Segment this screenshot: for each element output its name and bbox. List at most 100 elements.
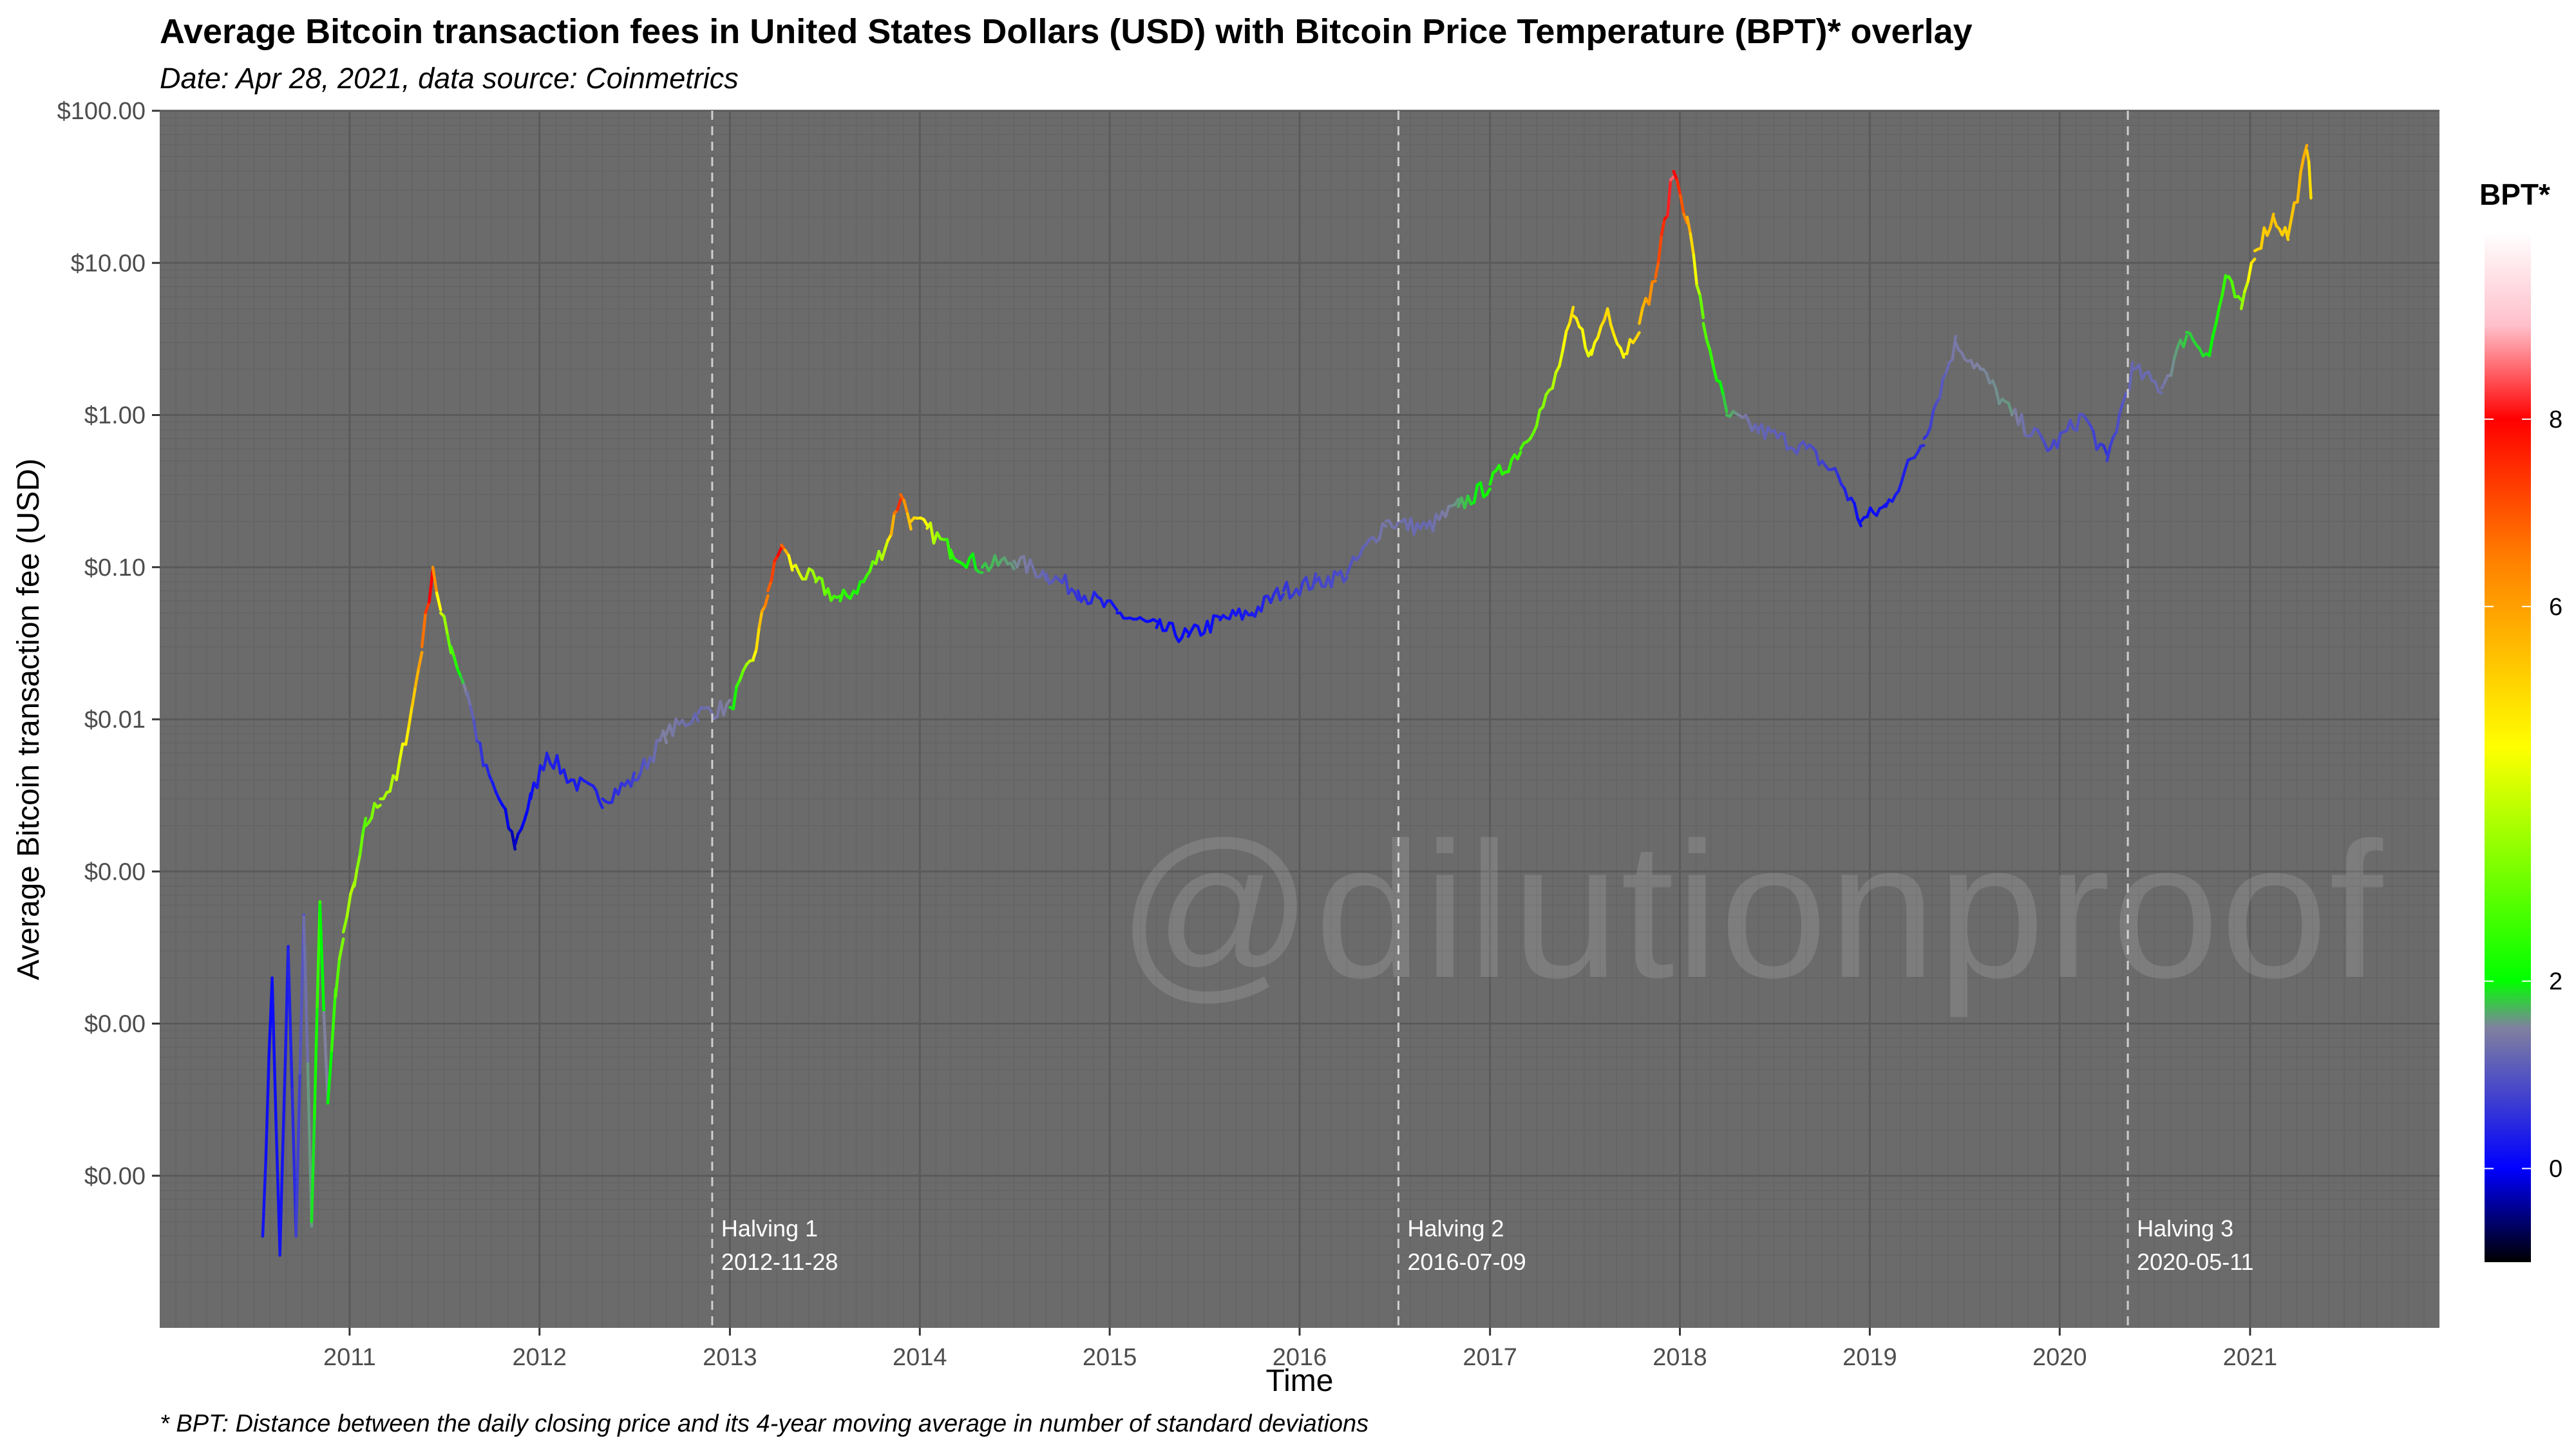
x-axis-title: Time xyxy=(1266,1364,1334,1398)
fee-line-segment xyxy=(1856,516,1862,527)
fee-line-segment xyxy=(2118,401,2125,415)
fee-line-segment xyxy=(1695,284,1702,298)
fee-line-segment xyxy=(355,853,362,870)
fee-line-segment xyxy=(345,892,352,918)
fee-line-segment xyxy=(510,830,517,851)
fee-line-segment xyxy=(435,591,442,612)
fee-line-segment xyxy=(446,634,453,655)
fee-line-segment xyxy=(1551,371,1558,390)
fee-line-segment xyxy=(1782,432,1789,451)
fee-line-segment xyxy=(1944,361,1951,375)
fee-line-segment xyxy=(770,559,777,583)
fee-line-segment xyxy=(1311,572,1318,590)
fee-line-segment xyxy=(2296,171,2302,204)
fee-line-segment xyxy=(2272,215,2278,228)
fee-line-segment xyxy=(826,587,833,602)
fee-line-segment xyxy=(1718,380,1725,397)
y-tick-label: $0.10 xyxy=(84,554,146,582)
fee-line-segment xyxy=(1073,591,1080,601)
fee-line-segment xyxy=(555,753,562,775)
fee-line-segment xyxy=(2115,411,2121,433)
fee-line-segment xyxy=(868,560,875,573)
fee-line-segment xyxy=(1488,471,1495,486)
x-tick-label: 2020 xyxy=(2032,1344,2087,1371)
fee-line-segment xyxy=(629,771,636,788)
fee-line-segment xyxy=(469,705,475,721)
legend-break-label: 2 xyxy=(2549,969,2562,996)
fee-line-segment xyxy=(520,818,526,831)
fee-line-segment xyxy=(485,764,491,778)
fee-line-segment xyxy=(388,774,395,793)
fee-line-segment xyxy=(504,808,510,830)
fee-line-segment xyxy=(281,1054,287,1155)
fee-line-segment xyxy=(1158,618,1164,632)
fee-line-segment xyxy=(1580,328,1587,349)
fee-line-segment xyxy=(594,788,601,803)
y-tick-label: $0.01 xyxy=(84,706,146,733)
fee-line-segment xyxy=(420,611,428,648)
fee-line-segment xyxy=(1063,573,1070,595)
fee-line-segment xyxy=(1479,481,1486,498)
fee-line-segment xyxy=(2302,144,2309,159)
fee-line-segment xyxy=(1507,459,1513,473)
fee-line-segment xyxy=(1535,408,1542,428)
fee-line-segment xyxy=(1045,572,1051,585)
fee-line-segment xyxy=(1269,592,1276,604)
fee-line-segment xyxy=(1041,569,1048,582)
fee-line-segment xyxy=(1625,337,1632,355)
fee-line-segment xyxy=(261,1157,268,1238)
fee-line-segment xyxy=(755,626,761,652)
fee-line-segment xyxy=(1472,484,1479,504)
fee-line-segment xyxy=(326,1049,334,1105)
fee-line-segment xyxy=(562,768,569,784)
fee-line-segment xyxy=(545,752,552,765)
fee-line-segment xyxy=(1381,522,1388,528)
fee-line-segment xyxy=(1675,178,1682,197)
fee-line-segment xyxy=(1938,377,1945,400)
fee-line-segment xyxy=(804,567,811,581)
fee-line-segment xyxy=(450,645,456,659)
fee-line-segment xyxy=(2239,290,2246,310)
y-axis-title: Average Bitcoin transaction fee (USD) xyxy=(12,459,46,980)
fee-line-segment xyxy=(2075,412,2081,432)
fee-line-segment xyxy=(1897,480,1904,493)
fee-line-segment xyxy=(2007,402,2014,415)
fee-line-segment xyxy=(1609,323,1616,337)
fee-line-segment xyxy=(1028,558,1035,571)
legend-title: BPT* xyxy=(2479,178,2550,211)
fee-line-segment xyxy=(410,685,417,709)
fee-line-segment xyxy=(598,799,604,809)
fee-line-segment xyxy=(453,656,459,671)
fee-line-segment xyxy=(1900,468,1907,483)
fee-line-segment xyxy=(2056,431,2062,449)
fee-line-segment xyxy=(2284,226,2290,241)
x-tick-label: 2019 xyxy=(1842,1344,1897,1371)
fee-line-segment xyxy=(965,556,971,569)
fee-line-segment xyxy=(1654,260,1660,279)
legend-break-label: 8 xyxy=(2549,406,2562,433)
fee-line-segment xyxy=(264,1054,270,1161)
fee-line-segment xyxy=(1853,502,1859,520)
fee-line-segment xyxy=(1497,464,1504,476)
y-tick-label: $0.00 xyxy=(84,1163,146,1190)
fee-line-segment xyxy=(2157,390,2163,395)
fee-line-segment xyxy=(1613,333,1619,346)
fee-line-segment xyxy=(2128,361,2134,391)
halving-date-2: 2016-07-09 xyxy=(1407,1249,1526,1275)
fee-line-segment xyxy=(811,569,817,582)
fee-line-segment xyxy=(1564,321,1571,333)
fee-line-segment xyxy=(2230,280,2237,299)
fee-line-segment xyxy=(1951,334,1957,361)
fee-line-segment xyxy=(2289,201,2296,222)
fee-line-segment xyxy=(1754,422,1760,435)
fee-line-segment xyxy=(1705,338,1712,352)
fee-line-segment xyxy=(889,512,896,536)
fee-line-segment xyxy=(513,832,520,846)
fee-line-segment xyxy=(2108,435,2115,448)
fee-line-segment xyxy=(1666,178,1672,218)
fee-line-segment xyxy=(2069,419,2075,430)
fee-line-segment xyxy=(1558,348,1565,368)
fee-line-segment xyxy=(2299,155,2306,175)
fee-line-segment xyxy=(1605,307,1613,326)
